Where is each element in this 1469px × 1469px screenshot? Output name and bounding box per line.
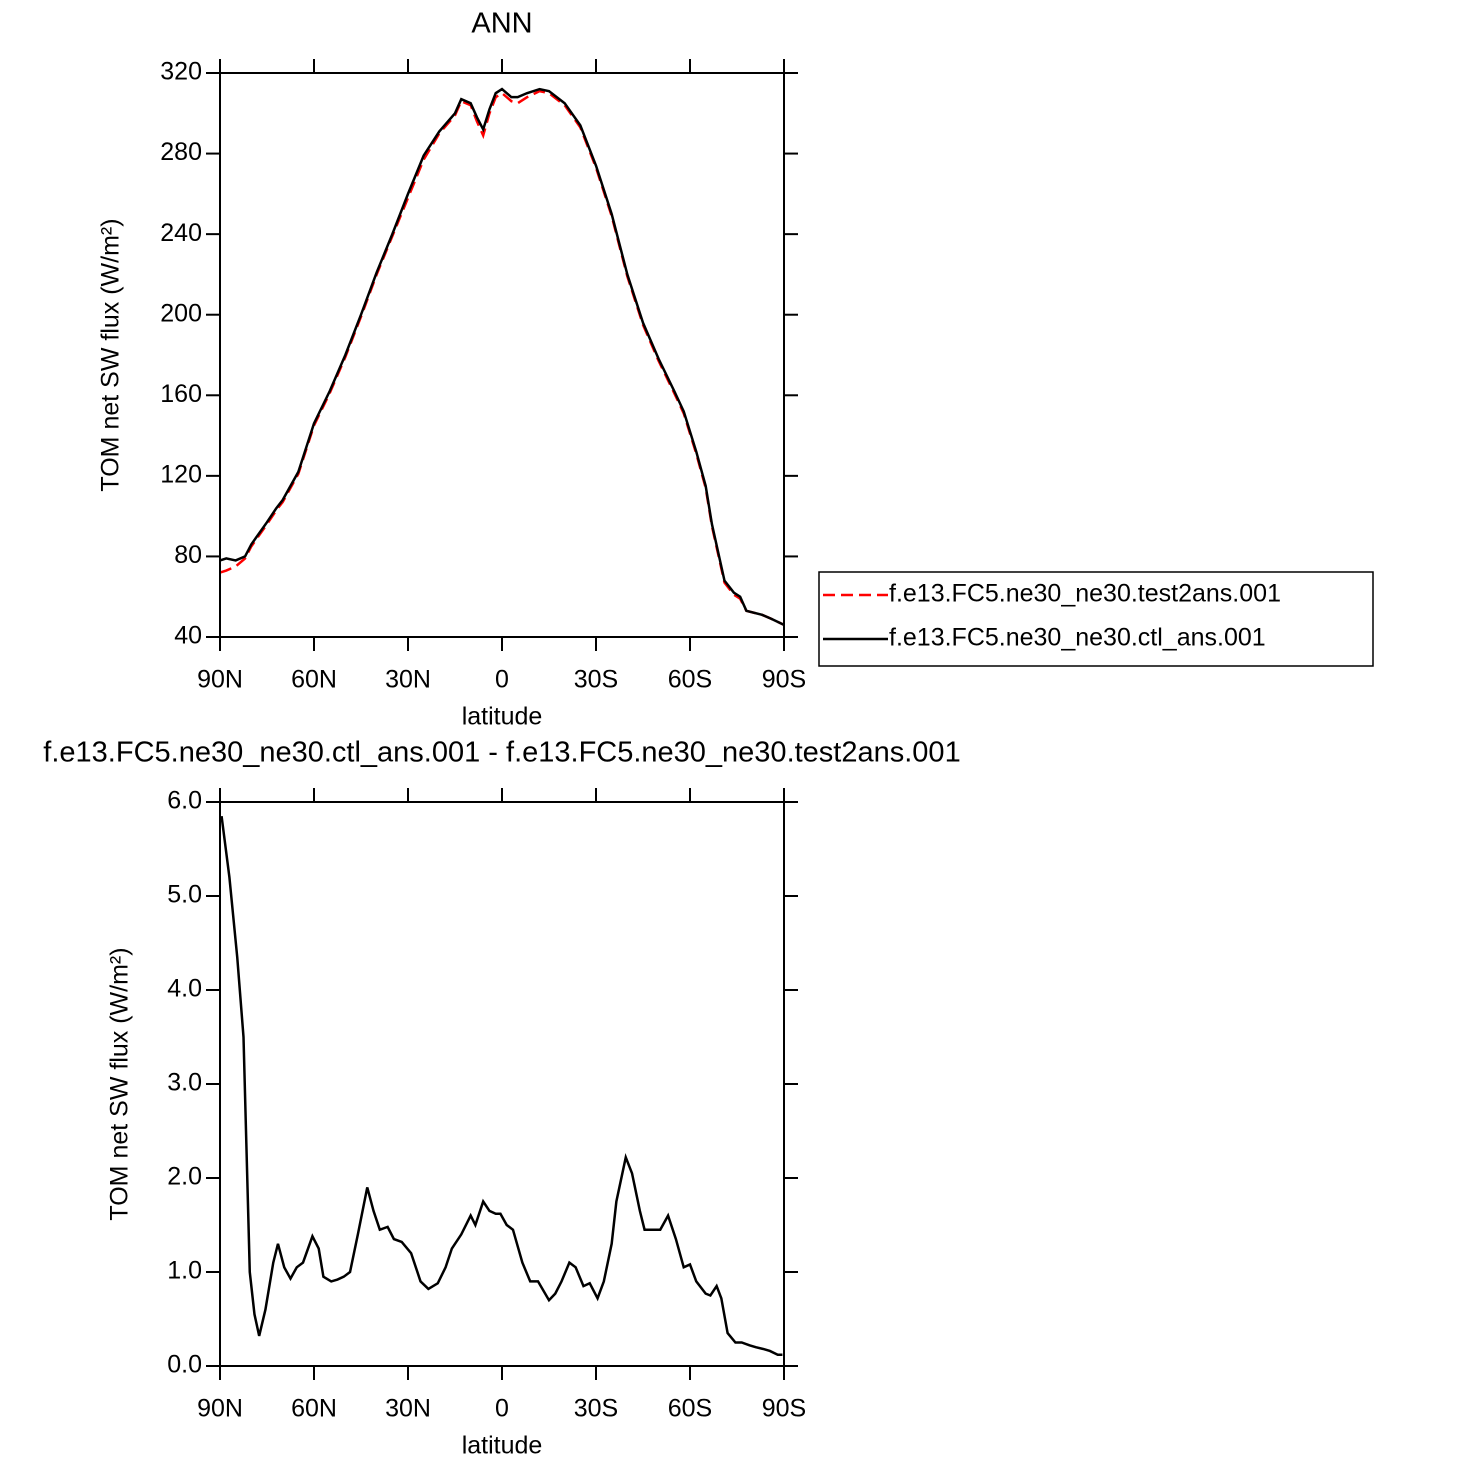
x-tick-label: 60S <box>668 1395 712 1423</box>
x-axis-label: latitude <box>462 1432 543 1460</box>
y-tick-label: 240 <box>160 219 202 247</box>
legend-label: f.e13.FC5.ne30_ne30.test2ans.001 <box>889 580 1281 608</box>
y-tick-label: 0.0 <box>167 1351 202 1379</box>
y-tick-label: 5.0 <box>167 881 202 909</box>
x-tick-label: 30S <box>574 1395 618 1423</box>
data-line <box>219 87 785 627</box>
y-tick-label: 2.0 <box>167 1163 202 1191</box>
x-tick-label: 90S <box>762 1395 806 1423</box>
legend-box <box>818 571 1374 667</box>
x-tick-label: 0 <box>495 666 509 694</box>
y-tick-label: 160 <box>160 380 202 408</box>
legend-label: f.e13.FC5.ne30_ne30.ctl_ans.001 <box>889 624 1266 652</box>
data-line <box>219 89 785 627</box>
y-tick-label: 4.0 <box>167 975 202 1003</box>
y-tick-label: 6.0 <box>167 787 202 815</box>
y-tick-label: 1.0 <box>167 1257 202 1285</box>
x-tick-label: 90N <box>197 666 243 694</box>
y-axis-label: TOM net SW flux (W/m²) <box>97 218 125 491</box>
x-axis-label: latitude <box>462 703 543 731</box>
plot-frame <box>219 801 785 1367</box>
y-tick-label: 120 <box>160 460 202 488</box>
y-axis-label: TOM net SW flux (W/m²) <box>106 947 134 1220</box>
data-line <box>220 815 783 1356</box>
chart-title: ANN <box>471 8 532 40</box>
x-tick-label: 30N <box>385 1395 431 1423</box>
x-tick-label: 90N <box>197 1395 243 1423</box>
x-tick-label: 30S <box>574 666 618 694</box>
plot-frame <box>219 72 785 638</box>
x-tick-label: 60N <box>291 1395 337 1423</box>
y-tick-label: 280 <box>160 138 202 166</box>
y-tick-label: 40 <box>174 622 202 650</box>
x-tick-label: 90S <box>762 666 806 694</box>
y-tick-label: 200 <box>160 299 202 327</box>
y-tick-label: 3.0 <box>167 1069 202 1097</box>
y-tick-label: 320 <box>160 58 202 86</box>
chart-title: f.e13.FC5.ne30_ne30.ctl_ans.001 - f.e13.… <box>43 737 960 769</box>
x-tick-label: 0 <box>495 1395 509 1423</box>
y-tick-label: 80 <box>174 541 202 569</box>
x-tick-label: 60S <box>668 666 712 694</box>
x-tick-label: 30N <box>385 666 431 694</box>
x-tick-label: 60N <box>291 666 337 694</box>
